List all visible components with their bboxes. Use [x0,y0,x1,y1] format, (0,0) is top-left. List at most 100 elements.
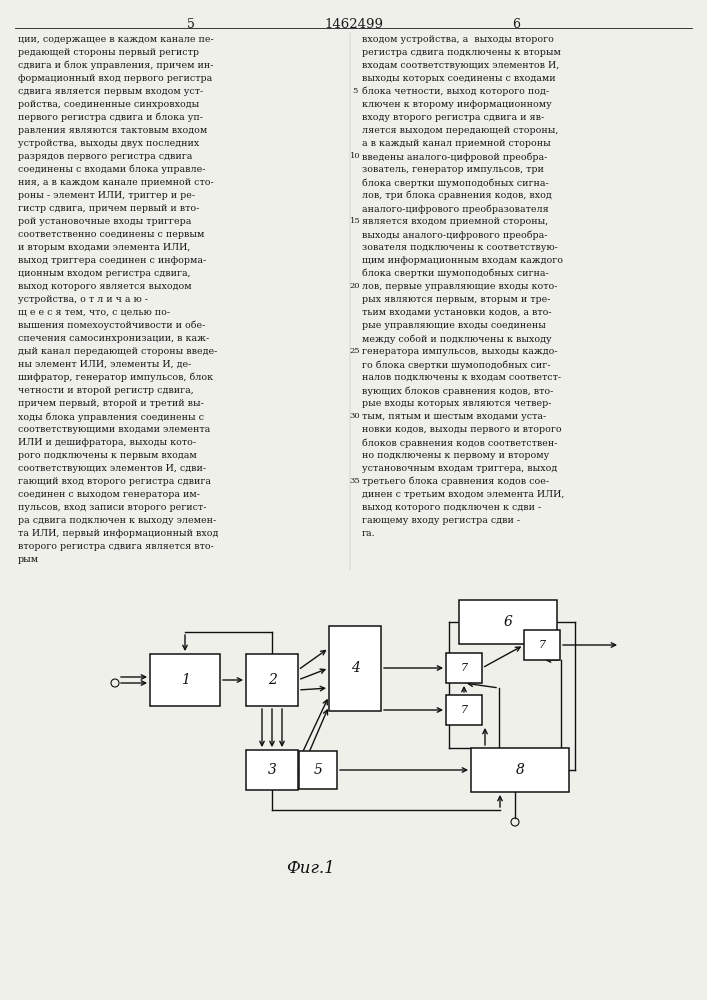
Bar [329,626,381,710]
Text: зователя подключены к соответствую-: зователя подключены к соответствую- [362,243,558,252]
Text: выход триггера соединен с информа-: выход триггера соединен с информа- [18,256,206,265]
Text: генератора импульсов, выходы каждо-: генератора импульсов, выходы каждо- [362,347,558,356]
Text: разрядов первого регистра сдвига: разрядов первого регистра сдвига [18,152,192,161]
Text: динен с третьим входом элемента ИЛИ,: динен с третьим входом элемента ИЛИ, [362,490,564,499]
Text: лов, три блока сравнения кодов, вход: лов, три блока сравнения кодов, вход [362,191,551,200]
Text: ключен к второму информационному: ключен к второму информационному [362,100,551,109]
Text: формационный вход первого регистра: формационный вход первого регистра [18,74,212,83]
Text: 4: 4 [351,661,359,675]
Text: входом устройства, а  выходы второго: входом устройства, а выходы второго [362,35,554,44]
Text: гающему входу регистра сдви -: гающему входу регистра сдви - [362,516,520,525]
Text: ра сдвига подключен к выходу элемен-: ра сдвига подключен к выходу элемен- [18,516,216,525]
Text: устройства, о т л и ч а ю -: устройства, о т л и ч а ю - [18,295,148,304]
Text: ционным входом регистра сдвига,: ционным входом регистра сдвига, [18,269,191,278]
Text: рой установочные входы триггера: рой установочные входы триггера [18,217,192,226]
Text: 15: 15 [349,217,361,225]
Text: ния, а в каждом канале приемной сто-: ния, а в каждом канале приемной сто- [18,178,214,187]
Bar [299,751,337,789]
Text: 8: 8 [515,763,525,777]
Text: роны - элемент ИЛИ, триггер и ре-: роны - элемент ИЛИ, триггер и ре- [18,191,195,200]
Text: входу второго регистра сдвига и яв-: входу второго регистра сдвига и яв- [362,113,544,122]
Text: 35: 35 [349,477,361,485]
Text: четности и второй регистр сдвига,: четности и второй регистр сдвига, [18,386,194,395]
Text: 5: 5 [352,87,358,95]
Text: регистра сдвига подключены к вторым: регистра сдвига подключены к вторым [362,48,561,57]
Text: 7: 7 [539,640,546,650]
Text: вующих блоков сравнения кодов, вто-: вующих блоков сравнения кодов, вто- [362,386,554,395]
Text: дый канал передающей стороны введе-: дый канал передающей стороны введе- [18,347,217,356]
Text: новки кодов, выходы первого и второго: новки кодов, выходы первого и второго [362,425,561,434]
Text: 10: 10 [349,152,361,160]
Text: является входом приемной стороны,: является входом приемной стороны, [362,217,548,226]
Text: Фиг.1: Фиг.1 [286,860,334,877]
Bar [459,600,557,644]
Bar [246,654,298,706]
Text: выход которого является выходом: выход которого является выходом [18,282,192,291]
Text: 1: 1 [180,673,189,687]
Text: 3: 3 [267,763,276,777]
Text: соединены с входами блока управле-: соединены с входами блока управле- [18,165,206,174]
Bar [446,653,482,683]
Text: ции, содержащее в каждом канале пе-: ции, содержащее в каждом канале пе- [18,35,214,44]
Text: щ е е с я тем, что, с целью по-: щ е е с я тем, что, с целью по- [18,308,170,317]
Text: 7: 7 [460,705,467,715]
Text: 1462499: 1462499 [324,18,383,31]
Text: 30: 30 [349,412,361,420]
Text: ройства, соединенные синхровходы: ройства, соединенные синхровходы [18,100,199,109]
Text: между собой и подключены к выходу: между собой и подключены к выходу [362,334,551,344]
Text: 6: 6 [503,615,513,629]
Text: гающий вход второго регистра сдвига: гающий вход второго регистра сдвига [18,477,211,486]
Text: налов подключены к входам соответст-: налов подключены к входам соответст- [362,373,561,382]
Text: спечения самосинхронизации, в каж-: спечения самосинхронизации, в каж- [18,334,209,343]
Text: рые управляющие входы соединены: рые управляющие входы соединены [362,321,546,330]
Text: ходы блока управления соединены с: ходы блока управления соединены с [18,412,204,422]
Text: выходы аналого-цифрового преобра-: выходы аналого-цифрового преобра- [362,230,547,239]
Text: первого регистра сдвига и блока уп-: первого регистра сдвига и блока уп- [18,113,203,122]
Text: введены аналого-цифровой преобра-: введены аналого-цифровой преобра- [362,152,547,161]
Text: го блока свертки шумоподобных сиг-: го блока свертки шумоподобных сиг- [362,360,551,369]
Text: устройства, выходы двух последних: устройства, выходы двух последних [18,139,199,148]
Text: зователь, генератор импульсов, три: зователь, генератор импульсов, три [362,165,544,174]
Bar [471,748,569,792]
Text: аналого-цифрового преобразователя: аналого-цифрового преобразователя [362,204,549,214]
Text: рых являются первым, вторым и тре-: рых являются первым, вторым и тре- [362,295,551,304]
Text: блока четности, выход которого под-: блока четности, выход которого под- [362,87,549,97]
Text: причем первый, второй и третий вы-: причем первый, второй и третий вы- [18,399,204,408]
Text: сдвига и блок управления, причем ин-: сдвига и блок управления, причем ин- [18,61,214,70]
Text: рым: рым [18,555,39,564]
Text: соединен с выходом генератора им-: соединен с выходом генератора им- [18,490,200,499]
Text: рого подключены к первым входам: рого подключены к первым входам [18,451,197,460]
Text: гистр сдвига, причем первый и вто-: гистр сдвига, причем первый и вто- [18,204,199,213]
Text: и вторым входами элемента ИЛИ,: и вторым входами элемента ИЛИ, [18,243,190,252]
Text: равления являются тактовым входом: равления являются тактовым входом [18,126,207,135]
Text: 7: 7 [460,663,467,673]
Text: блоков сравнения кодов соответствен-: блоков сравнения кодов соответствен- [362,438,558,448]
Text: 2: 2 [267,673,276,687]
Bar [246,750,298,790]
Text: выходы которых соединены с входами: выходы которых соединены с входами [362,74,556,83]
Text: ны элемент ИЛИ, элементы И, де-: ны элемент ИЛИ, элементы И, де- [18,360,192,369]
Text: редающей стороны первый регистр: редающей стороны первый регистр [18,48,199,57]
Text: га.: га. [362,529,375,538]
Text: блока свертки шумоподобных сигна-: блока свертки шумоподобных сигна- [362,178,549,188]
Text: 6: 6 [512,18,520,31]
Text: третьего блока сравнения кодов сое-: третьего блока сравнения кодов сое- [362,477,549,487]
Text: соответствующих элементов И, сдви-: соответствующих элементов И, сдви- [18,464,206,473]
Text: щим информационным входам каждого: щим информационным входам каждого [362,256,563,265]
Text: входам соответствующих элементов И,: входам соответствующих элементов И, [362,61,559,70]
Text: рые входы которых являются четвер-: рые входы которых являются четвер- [362,399,551,408]
Text: 20: 20 [350,282,360,290]
Text: пульсов, вход записи второго регист-: пульсов, вход записи второго регист- [18,503,206,512]
Text: та ИЛИ, первый информационный вход: та ИЛИ, первый информационный вход [18,529,218,538]
Text: тьим входами установки кодов, а вто-: тьим входами установки кодов, а вто- [362,308,551,317]
Text: ляется выходом передающей стороны,: ляется выходом передающей стороны, [362,126,559,135]
Text: ИЛИ и дешифратора, выходы кото-: ИЛИ и дешифратора, выходы кото- [18,438,196,447]
Text: 25: 25 [349,347,361,355]
Text: но подключены к первому и второму: но подключены к первому и второму [362,451,549,460]
Text: второго регистра сдвига является вто-: второго регистра сдвига является вто- [18,542,214,551]
Text: 5: 5 [314,763,322,777]
Text: выход которого подключен к сдви -: выход которого подключен к сдви - [362,503,542,512]
Text: сдвига является первым входом уст-: сдвига является первым входом уст- [18,87,203,96]
Text: шифратор, генератор импульсов, блок: шифратор, генератор импульсов, блок [18,373,213,382]
Text: тым, пятым и шестым входами уста-: тым, пятым и шестым входами уста- [362,412,547,421]
